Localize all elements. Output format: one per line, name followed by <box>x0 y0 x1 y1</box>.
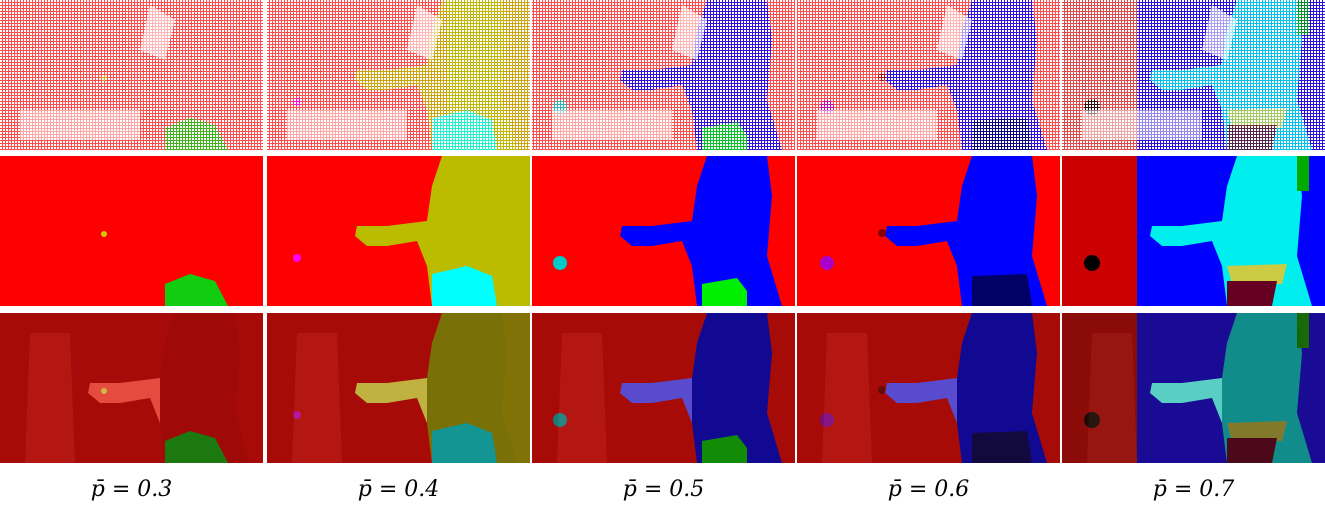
overlay <box>267 313 530 463</box>
gap <box>817 110 937 140</box>
gap <box>287 110 407 140</box>
tint-segment <box>972 431 1032 463</box>
segment <box>820 256 834 270</box>
caption: p̄ = 0.5 <box>623 477 705 502</box>
caption: p̄ = 0.7 <box>1153 477 1235 502</box>
tint-segment <box>1227 438 1277 463</box>
segment <box>101 75 107 81</box>
gap <box>552 110 672 140</box>
tint-segment <box>101 388 107 394</box>
segment <box>0 156 263 306</box>
segmentation <box>532 156 795 306</box>
segment <box>293 254 301 262</box>
tint <box>532 313 795 463</box>
segment <box>553 256 567 270</box>
segment <box>1227 281 1277 306</box>
caption: p̄ = 0.4 <box>358 477 440 502</box>
overlay <box>0 313 263 463</box>
segment <box>1227 125 1277 150</box>
gap <box>1082 110 1202 140</box>
gap <box>20 110 140 140</box>
tint <box>1062 313 1325 463</box>
tint-segment <box>1297 313 1309 348</box>
segmentation <box>267 156 530 306</box>
segment <box>972 118 1032 150</box>
tint <box>0 313 263 463</box>
overlay <box>797 313 1060 463</box>
segmentation <box>0 156 263 306</box>
tint <box>267 313 530 463</box>
tint-segment <box>878 386 886 394</box>
overlay <box>532 313 795 463</box>
page: p̄ = 0.3 p̄ = 0.4 p̄ = 0.5 p̄ = 0.6 p̄ = 0.7… <box>0 0 1325 505</box>
caption: p̄ = 0.6 <box>888 477 970 502</box>
segmentation <box>1062 156 1325 306</box>
segment <box>878 229 886 237</box>
caption: p̄ = 0.3 <box>91 477 173 502</box>
figure: p̄ = 0.3 p̄ = 0.4 p̄ = 0.5 p̄ = 0.6 p̄ = 0.7 <box>0 0 1325 505</box>
segment <box>1297 0 1309 35</box>
tint-segment <box>820 413 834 427</box>
tint <box>797 313 1060 463</box>
segment <box>293 98 301 106</box>
segment <box>1084 255 1100 271</box>
tint-segment <box>553 413 567 427</box>
tint-segment <box>0 313 263 463</box>
segment <box>1297 156 1309 191</box>
tint-segment <box>293 411 301 419</box>
overlay <box>1062 313 1325 463</box>
tint-segment <box>1084 412 1100 428</box>
segment <box>878 73 886 81</box>
segment <box>972 274 1032 306</box>
segmentation <box>797 156 1060 306</box>
segment <box>101 231 107 237</box>
